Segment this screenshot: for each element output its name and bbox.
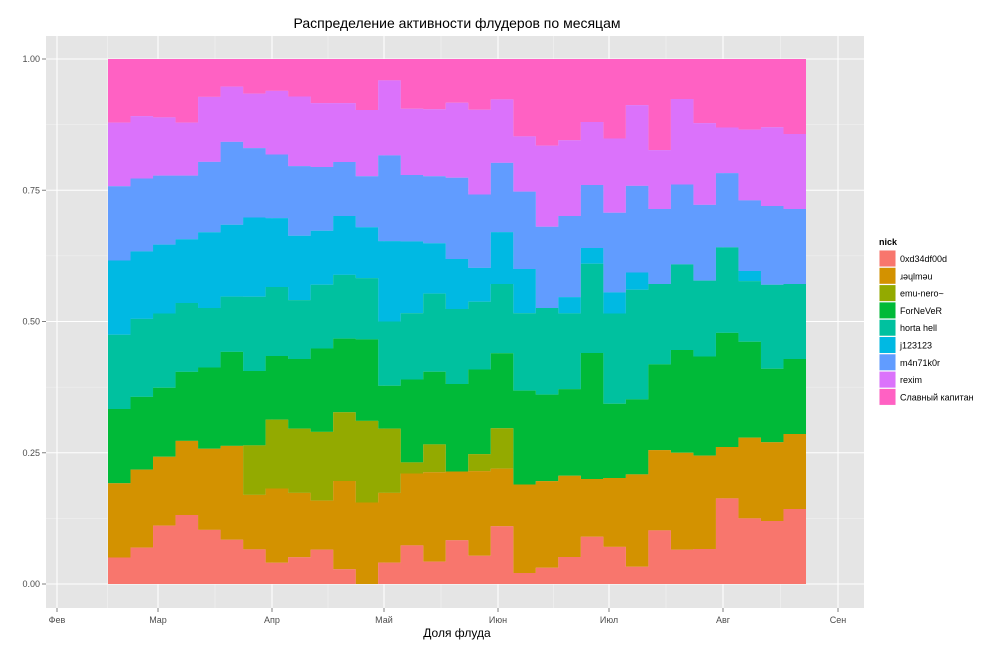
x-axis: Фев Мар Апр Май Июн Июл Авг Сен <box>49 608 847 625</box>
y-tick-label: 1.00 <box>22 54 40 64</box>
legend-key-8 <box>879 388 896 405</box>
area-series-4 <box>108 247 806 409</box>
chart-title: Распределение активности флудеров по мес… <box>293 15 620 31</box>
legend-key-5 <box>879 337 896 353</box>
legend-label-4: horta hell <box>900 323 937 333</box>
y-tick-label: 0.25 <box>22 448 40 458</box>
legend-label-6: m4n71k0r <box>900 358 940 368</box>
legend-label-7: rexim <box>900 375 922 385</box>
area-series-0 <box>108 498 806 584</box>
x-tick-label: Сен <box>830 615 847 625</box>
x-tick-label: Апр <box>264 615 280 625</box>
legend-label-8: Славный капитан <box>900 392 974 402</box>
x-tick-label: Июл <box>600 615 618 625</box>
legend-label-1: ɹəɥlməu <box>900 271 933 281</box>
x-tick-label: Мар <box>149 615 167 625</box>
area-series-2 <box>108 412 806 503</box>
legend-label-3: ForNeVeR <box>900 306 943 316</box>
area-series-6 <box>108 141 806 308</box>
legend-key-7 <box>879 371 896 388</box>
y-tick-label: 0.00 <box>22 579 40 589</box>
legend-key-3 <box>879 302 896 319</box>
legend-key-6 <box>879 354 896 371</box>
y-tick-label: 0.50 <box>22 317 40 327</box>
legend-label-2: emu-nero~ <box>900 289 944 299</box>
area-series-8 <box>108 59 806 151</box>
area-series-3 <box>108 332 806 485</box>
x-tick-label: Июн <box>489 615 507 625</box>
series-areas <box>108 59 806 584</box>
x-tick-label: Фев <box>49 615 66 625</box>
legend-label-5: j123123 <box>899 341 932 351</box>
legend-key-1 <box>879 267 896 284</box>
area-series-5 <box>108 216 806 335</box>
legend-key-2 <box>879 285 896 302</box>
y-axis: 0.00 0.25 0.50 0.75 1.00 <box>22 54 46 589</box>
legend-title: nick <box>879 237 898 247</box>
legend-key-4 <box>879 319 896 336</box>
x-axis-title: Доля флуда <box>423 626 491 640</box>
y-tick-label: 0.75 <box>22 185 40 195</box>
legend-label-0: 0xd34df00d <box>900 254 947 264</box>
x-tick-label: Авг <box>716 615 731 625</box>
x-tick-label: Май <box>375 615 393 625</box>
area-series-7 <box>108 80 806 227</box>
legend-key-0 <box>879 250 896 267</box>
legend: nick 0xd34df00d ɹəɥlməu emu-nero~ ForNeVeR h… <box>878 237 974 406</box>
area-series-1 <box>108 434 806 584</box>
